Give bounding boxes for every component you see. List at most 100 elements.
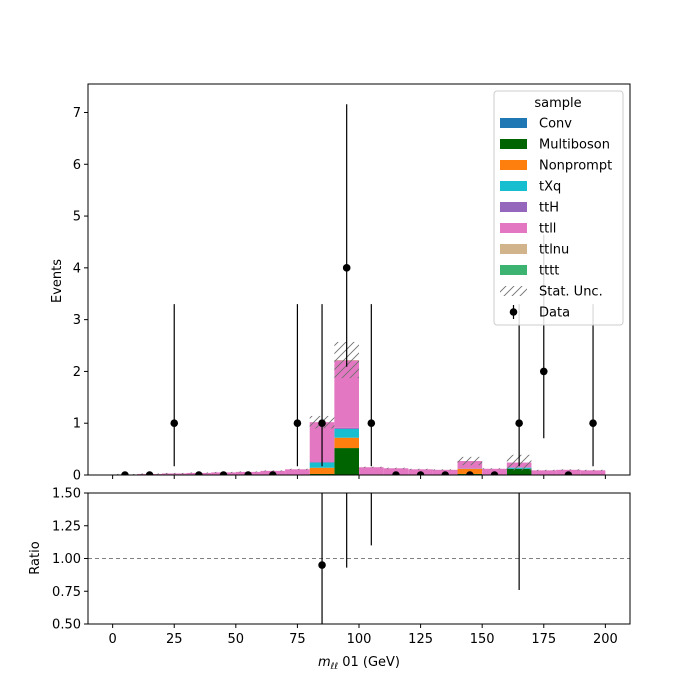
legend-label-stat-unc: Stat. Unc. [539, 285, 603, 300]
main-y-tick-label-2: 2 [73, 365, 81, 380]
data-point-7 [293, 419, 302, 428]
data-point-11 [392, 471, 400, 475]
stat-unc-bin-18 [556, 469, 581, 471]
bar-nonprompt-bin-8 [309, 467, 335, 474]
data-point-17 [539, 367, 548, 376]
data-point-2 [170, 419, 179, 428]
data-point-1 [145, 471, 154, 475]
x-tick-label-5: 125 [408, 632, 433, 647]
legend-swatch-tttt [500, 265, 527, 275]
bar-multiboson-bin-9 [334, 448, 359, 475]
x-tick-label-0: 0 [108, 632, 116, 647]
ratio-plot: 0 25 50 75 100 125 150 175 200 0.50 0.75 1.00 1.25 1… [28, 487, 631, 672]
stat-unc-bin-2 [161, 472, 187, 474]
ratio-x-ticks: 0 25 50 75 100 125 150 175 200 [108, 624, 618, 647]
main-y-tick-label-5: 5 [73, 210, 81, 225]
data-point-18 [564, 471, 573, 475]
legend-label-tth: ttH [539, 201, 559, 216]
legend-label-data: Data [539, 306, 570, 321]
legend-label-tttt: tttt [539, 264, 559, 279]
legend-label-ttlnu: ttlnu [539, 243, 569, 258]
legend-label-multiboson: Multiboson [539, 138, 610, 153]
legend-label-conv: Conv [539, 117, 572, 132]
data-point-13 [441, 471, 450, 475]
legend-swatch-ttlnu [500, 244, 527, 254]
x-tick-label-2: 50 [228, 632, 245, 647]
data-point-5 [244, 471, 252, 475]
main-y-ticks: 0 1 2 3 4 5 6 7 [73, 106, 88, 484]
legend-label-txq: tXq [539, 180, 561, 195]
x-tick-label-1: 25 [166, 632, 183, 647]
main-y-tick-label-1: 1 [73, 417, 81, 432]
data-point-10 [367, 419, 376, 428]
stat-unc-bin-10 [359, 466, 384, 468]
data-point-12 [416, 471, 425, 475]
ratio-y-tick-label-4: 1.50 [52, 487, 81, 502]
data-point-9 [342, 264, 351, 272]
x-tick-label-7: 175 [531, 632, 556, 647]
ratio-point-0 [318, 561, 326, 569]
data-point-3 [195, 471, 203, 475]
legend-swatch-multiboson [500, 139, 527, 149]
main-plot: 0 1 2 3 4 5 6 7 Events sample Conv Multiboson Non… [50, 83, 631, 484]
y-axis-label-ratio: Ratio [28, 541, 43, 574]
data-point-6 [268, 471, 277, 475]
x-tick-label-6: 150 [470, 632, 495, 647]
legend-swatch-conv [500, 118, 527, 128]
legend-label-ttll: ttll [539, 222, 556, 237]
data-point-15 [490, 471, 499, 475]
stat-unc-bin-17 [531, 469, 557, 471]
data-point-0 [121, 471, 129, 475]
bar-tth-bin-14 [457, 468, 483, 469]
legend-label-nonprompt: Nonprompt [539, 159, 612, 174]
y-axis-label-main: Events [50, 259, 65, 303]
bar-ttll-bin-7 [285, 469, 310, 475]
bar-ttll-bin-10 [359, 467, 384, 475]
legend-swatch-stat-unc [500, 286, 527, 296]
legend-title: sample [534, 96, 581, 111]
stat-unc-bin-13 [432, 469, 458, 471]
bar-ttll-bin-17 [531, 470, 557, 475]
ratio-y-ticks: 0.50 0.75 1.00 1.25 1.50 [52, 487, 88, 633]
legend: sample Conv Multiboson Nonprompt tXq ttH ttll… [493, 90, 624, 326]
bar-ttll-bin-2 [161, 473, 187, 475]
legend-swatch-nonprompt [500, 160, 527, 170]
main-y-tick-label-0: 0 [73, 469, 81, 484]
stat-unc-bin-19 [580, 469, 606, 471]
bar-ttll-bin-19 [580, 470, 606, 475]
legend-items: Conv Multiboson Nonprompt tXq ttH ttll ttlnu tt… [500, 117, 612, 321]
main-y-tick-label-3: 3 [73, 313, 81, 328]
bar-multiboson-bin-8 [309, 473, 335, 475]
ratio-axes-frame [87, 492, 631, 625]
bar-txq-bin-9 [334, 428, 359, 438]
data-point-4 [219, 471, 228, 475]
ratio-points [318, 493, 520, 624]
stat-unc-bin-14 [457, 456, 483, 466]
ratio-y-tick-label-2: 1.00 [52, 552, 81, 567]
main-x-ticks [112, 475, 606, 479]
legend-swatch-tth [500, 202, 527, 212]
legend-data-marker [509, 308, 518, 316]
ratio-y-tick-label-3: 1.25 [52, 519, 81, 534]
x-tick-label-8: 200 [593, 632, 618, 647]
data-point-19 [589, 419, 597, 428]
legend-swatch-txq [500, 181, 527, 191]
bar-tth-bin-9 [334, 427, 359, 429]
stat-unc-bin-6 [260, 470, 286, 472]
bar-multiboson-bin-16 [506, 468, 532, 475]
stat-unc-bin-11 [383, 467, 409, 469]
x-axis-label: mℓℓ 01 (GeV) [318, 655, 400, 672]
data-point-14 [466, 471, 474, 475]
data-point-16 [515, 419, 523, 428]
legend-swatch-ttll [500, 223, 527, 233]
ratio-y-tick-label-1: 0.75 [52, 585, 81, 600]
data-point-8 [318, 419, 326, 428]
stat-unc-bin-15 [482, 468, 507, 470]
stat-unc-bin-7 [285, 468, 310, 470]
main-y-tick-label-6: 6 [73, 158, 81, 173]
bar-nonprompt-bin-9 [334, 437, 359, 449]
ratio-y-tick-label-0: 0.50 [52, 618, 81, 633]
main-y-tick-label-7: 7 [73, 106, 81, 121]
x-tick-label-4: 100 [347, 632, 372, 647]
